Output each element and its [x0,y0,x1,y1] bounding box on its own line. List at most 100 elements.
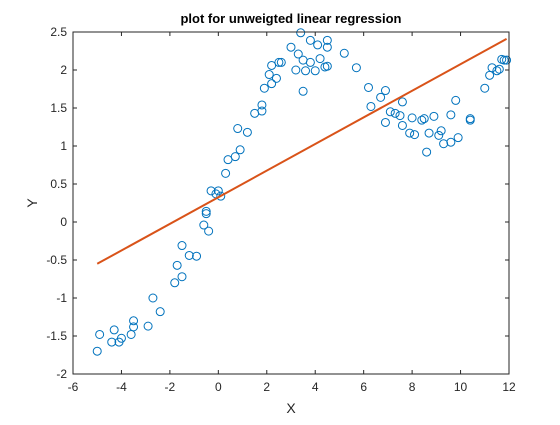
data-point [322,61,332,71]
data-point [92,346,102,356]
data-point [291,65,301,75]
data-point [184,250,194,260]
data-point [267,79,277,89]
data-point [274,57,284,67]
data-point [213,186,223,196]
data-point [434,130,444,140]
data-point [376,92,386,102]
data-point [419,114,429,124]
data-point [315,54,325,64]
axes [72,31,510,375]
data-point [233,124,243,134]
data-point [116,333,126,343]
data-point [293,49,303,59]
data-point [502,55,512,65]
data-point [380,86,390,96]
data-point [95,329,105,339]
data-point [487,63,497,73]
data-point [499,55,509,65]
axes-box [72,31,510,375]
data-point [429,111,439,121]
data-point [201,206,211,216]
data-point [494,64,504,74]
y-tick-label: 1 [60,139,67,153]
data-point [199,220,209,230]
data-point [305,35,315,45]
data-point [230,152,240,162]
data-point [298,86,308,96]
data-point [257,100,267,110]
data-point [492,66,502,76]
data-point [439,139,449,149]
x-tick-label: -2 [165,380,176,394]
data-point [364,82,374,92]
data-point [322,42,332,52]
data-point [201,209,211,219]
data-point [397,120,407,130]
data-point [313,40,323,50]
data-point [446,137,456,147]
data-point [390,108,400,118]
y-tick-label: 2.5 [50,25,67,39]
data-marks [92,28,512,356]
data-point [465,115,475,125]
data-point [177,272,187,282]
data-point [397,97,407,107]
x-tick-label: 10 [454,380,468,394]
y-tick-label: -1 [56,291,67,305]
y-tick-label: 2 [60,63,67,77]
y-tick-label: 1.5 [50,101,67,115]
data-point [366,101,376,111]
x-tick-label: 0 [215,380,222,394]
data-point [257,106,267,116]
data-point [410,130,420,140]
data-point [259,83,269,93]
data-point [276,57,286,67]
data-point [242,127,252,137]
data-point [235,145,245,155]
data-point [395,111,405,121]
x-tick-label: -6 [68,380,79,394]
plot-area [73,32,509,374]
x-tick-label: 4 [312,380,319,394]
y-tick-label: -2 [56,367,67,381]
data-point [407,113,417,123]
chart-title: plot for unweigted linear regression [180,11,401,26]
data-point [204,226,214,236]
data-point [148,293,158,303]
regression-line [96,37,508,265]
data-point [172,260,182,270]
x-tick-label: 12 [502,380,516,394]
data-point [155,307,165,317]
data-point [192,251,202,261]
y-tick-label: 0.5 [50,177,67,191]
data-point [301,66,311,76]
y-tick-label: 0 [60,215,67,229]
data-point [109,325,119,335]
data-point [264,70,274,80]
data-point [446,110,456,120]
data-point [129,322,139,332]
data-point [305,57,315,67]
data-point [380,117,390,127]
data-point [424,128,434,138]
data-point [385,107,395,117]
data-point [453,133,463,143]
tick-labels: -6 -4 -2 0 2 4 6 8 10 12 -2 -1.5 -1 -0.5 0 0.5 1 1.5 2 2.5 [46,25,516,394]
data-point [221,168,231,178]
data-point [177,241,187,251]
y-tick-label: -1.5 [46,329,67,343]
x-tick-label: -4 [116,380,127,394]
data-point [422,147,432,157]
data-point [129,316,139,326]
data-point [322,35,332,45]
x-axis-label: X [286,400,296,416]
data-point [286,42,296,52]
data-point [296,28,306,38]
data-point [206,186,216,196]
data-point [170,278,180,288]
data-point [436,126,446,136]
data-point [405,128,415,138]
